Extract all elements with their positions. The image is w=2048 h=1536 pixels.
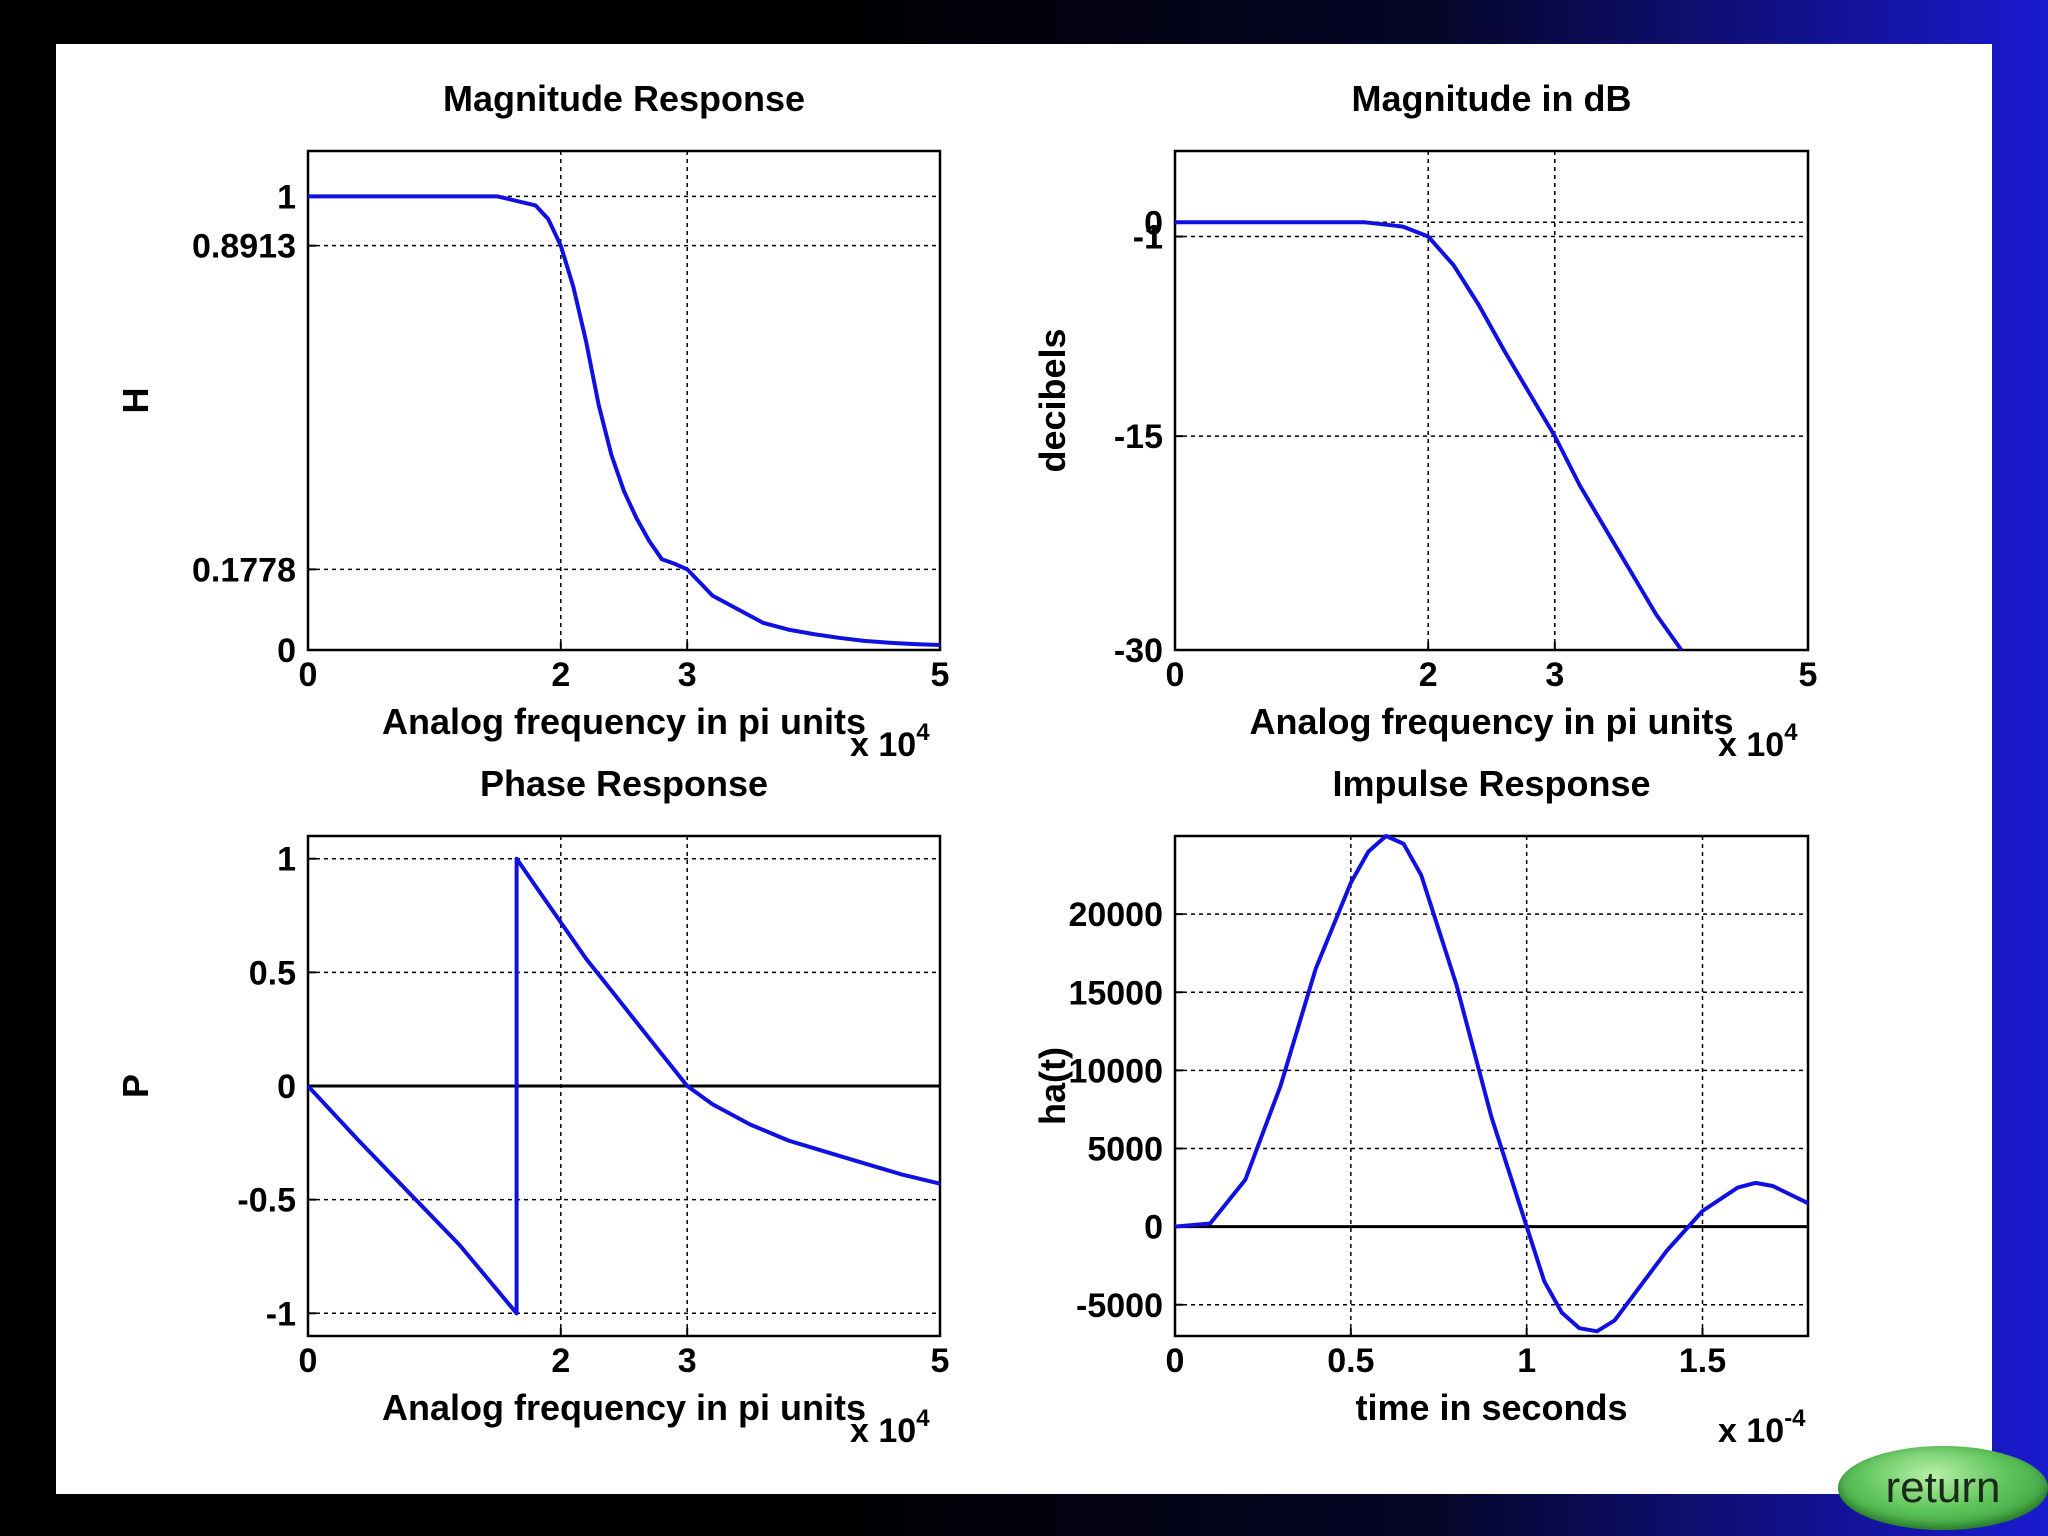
series-line (306, 856, 941, 1316)
x-axis-label: Analog frequency in pi units (382, 701, 866, 742)
y-tick-label: 0 (1144, 1209, 1163, 1247)
y-tick-label: 0 (277, 632, 296, 670)
x-tick-label: 5 (931, 656, 950, 694)
y-tick-label: 0.8913 (192, 228, 296, 266)
x-tick-label: 2 (1419, 656, 1438, 694)
x-tick-label: 0 (1166, 656, 1185, 694)
x-tick-label: 5 (1799, 656, 1818, 694)
x-axis-label: Analog frequency in pi units (382, 1387, 866, 1428)
axes-box (1173, 834, 1810, 1338)
y-axis-label: ha(t) (1032, 1047, 1073, 1125)
x-tick-label: 0 (1166, 1342, 1185, 1380)
y-tick-label: -1 (1133, 219, 1163, 257)
x-tick-label: 1.5 (1679, 1342, 1726, 1380)
y-tick-label: 5000 (1087, 1131, 1163, 1169)
x-tick-label: 5 (931, 1342, 950, 1380)
figure-panel (56, 44, 1992, 1494)
series-line (308, 194, 941, 647)
x-tick-label: 3 (1545, 656, 1564, 694)
chart-4: 0 0.5 1 1.5-500005000100001500020000Impulse… (1032, 763, 1810, 1450)
x-tick-label: 2 (551, 656, 570, 694)
x-tick-label: 2 (551, 1342, 570, 1380)
y-tick-label: 1 (277, 178, 296, 216)
axes-box (1173, 149, 1810, 652)
x-exponent-label: x 104 (850, 719, 930, 764)
x-exponent-power: 4 (916, 1405, 930, 1432)
series-line (1175, 220, 1684, 652)
x-tick-label: 0.5 (1327, 1342, 1374, 1380)
return-button[interactable]: return (1838, 1446, 2048, 1530)
y-axis-label: P (115, 1074, 156, 1098)
y-tick-label: -15 (1114, 418, 1163, 456)
y-tick-label: -5000 (1076, 1287, 1163, 1325)
y-axis-label: H (115, 388, 156, 414)
y-tick-label: 0 (1144, 204, 1163, 242)
y-tick-label: 20000 (1068, 896, 1163, 934)
y-tick-label: 15000 (1068, 974, 1163, 1012)
x-tick-label: 1 (1517, 1342, 1536, 1380)
y-tick-label: 0.5 (249, 954, 296, 992)
chart-1: 0 2 3 5 0 0.1778 0.8913 1 Magnitude Response Anal… (115, 78, 949, 764)
y-axis-label: decibels (1032, 328, 1073, 472)
y-tick-label: 1 (277, 841, 296, 879)
x-tick-label: 0 (299, 1342, 318, 1380)
y-tick-label: -1 (266, 1295, 296, 1333)
x-exponent-power: 4 (1784, 719, 1798, 746)
x-axis-label: Analog frequency in pi units (1249, 701, 1733, 742)
y-tick-label: -0.5 (237, 1182, 296, 1220)
x-exponent-power: -4 (1784, 1405, 1806, 1432)
x-exponent-power: 4 (916, 719, 930, 746)
axes-box (306, 149, 942, 652)
y-tick-label: 0.1778 (192, 551, 296, 589)
y-tick-label: 0 (277, 1068, 296, 1106)
chart-3: 0 2 3 5 -1 -0.5 0 0.5 1 Phase Response Analog freq… (115, 763, 949, 1450)
y-tick-label: 10000 (1068, 1052, 1163, 1090)
chart-title: Impulse Response (1332, 763, 1650, 804)
x-tick-label: 0 (299, 656, 318, 694)
chart-title: Magnitude in dB (1352, 78, 1632, 119)
x-tick-label: 3 (678, 656, 697, 694)
y-tick-label: -30 (1114, 632, 1163, 670)
chart-title: Magnitude Response (443, 78, 805, 119)
chart-title: Phase Response (480, 763, 768, 804)
x-tick-label: 3 (678, 1342, 697, 1380)
x-axis-label: time in seconds (1355, 1387, 1627, 1428)
series-line (1174, 834, 1809, 1334)
